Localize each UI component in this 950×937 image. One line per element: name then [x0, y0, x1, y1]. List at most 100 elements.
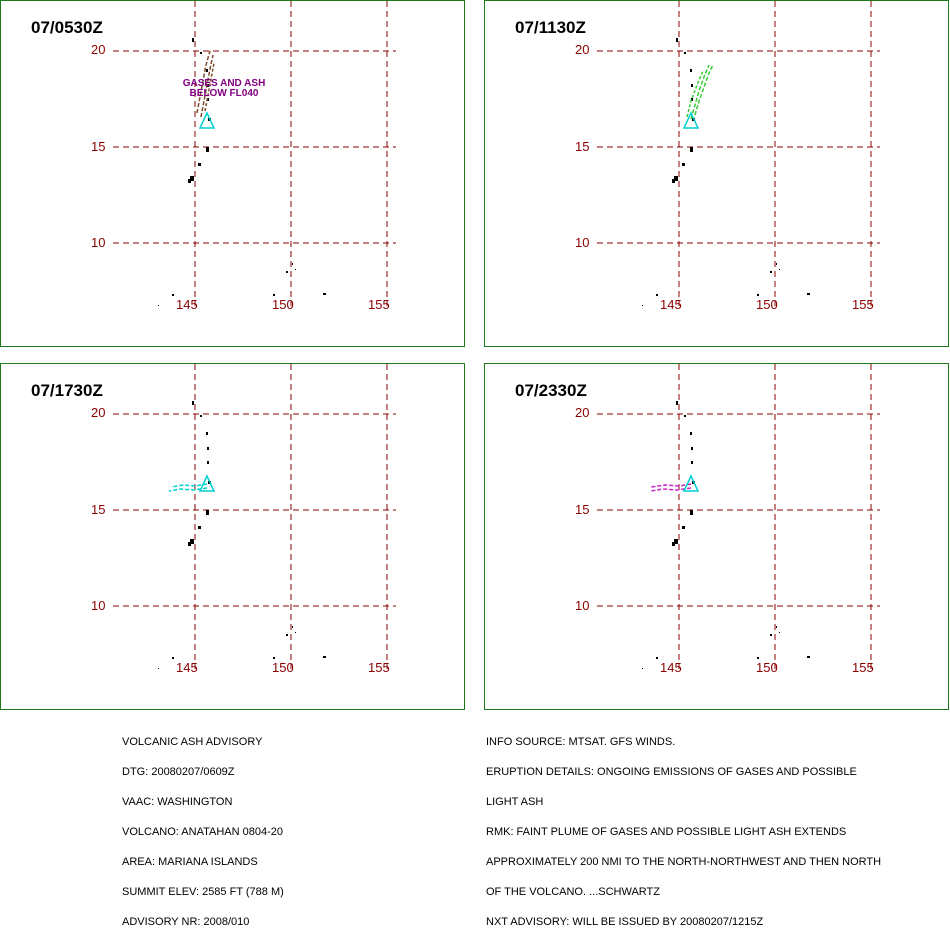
- island: [190, 176, 194, 181]
- island: [292, 626, 293, 628]
- map-panel-2330z: 07/2330Z 20 15 10 145 150 155: [484, 363, 949, 710]
- island: [207, 447, 209, 450]
- map-panel-1130z: 07/1130Z 20 15 10 145 150 155: [484, 0, 949, 347]
- island: [776, 626, 777, 628]
- island: [323, 656, 326, 658]
- map-canvas: [597, 364, 880, 669]
- annotation-line-2: BELOW FL040: [189, 88, 259, 99]
- lat-label-10: 10: [575, 235, 590, 250]
- island: [188, 179, 191, 183]
- island: [207, 98, 209, 101]
- island: [684, 52, 686, 54]
- advisory-line: RMK: FAINT PLUME OF GASES AND POSSIBLE L…: [486, 826, 847, 838]
- lon-label-150: 150: [756, 297, 778, 312]
- lon-label-150: 150: [272, 297, 294, 312]
- islands: [642, 38, 810, 306]
- lon-label-150: 150: [756, 660, 778, 675]
- lon-label-155: 155: [368, 660, 390, 675]
- ash-plume-green: [686, 64, 714, 120]
- plume-annotation: GASES AND ASH BELOW FL040: [169, 79, 279, 99]
- island: [207, 461, 209, 464]
- island: [200, 52, 202, 54]
- lat-label-10: 10: [91, 598, 106, 613]
- advisory-line: VOLCANIC ASH ADVISORY: [122, 736, 263, 748]
- island: [779, 632, 780, 633]
- island: [807, 656, 810, 658]
- island: [206, 510, 209, 515]
- island: [684, 415, 686, 417]
- island: [295, 269, 296, 270]
- advisory-line: VOLCANO: ANATAHAN 0804-20: [122, 826, 283, 838]
- island: [691, 461, 693, 464]
- advisory-line: DTG: 20080207/0609Z: [122, 766, 235, 778]
- volcano-marker: [682, 111, 700, 129]
- panel-title: 07/2330Z: [515, 381, 587, 400]
- island: [190, 539, 194, 544]
- island: [690, 432, 692, 435]
- island: [192, 401, 194, 405]
- island: [672, 542, 675, 546]
- map-canvas: [597, 1, 880, 306]
- lat-label-20: 20: [91, 405, 106, 420]
- island: [690, 69, 692, 72]
- advisory-line: INFO SOURCE: MTSAT. GFS WINDS.: [486, 736, 676, 748]
- island: [676, 38, 678, 42]
- islands: [158, 401, 326, 669]
- lat-label-10: 10: [91, 235, 106, 250]
- advisory-details-block: INFO SOURCE: MTSAT. GFS WINDS. ERUPTION …: [486, 717, 881, 937]
- lon-label-155: 155: [852, 297, 874, 312]
- map-canvas: [113, 364, 396, 669]
- island: [642, 668, 643, 669]
- volcano-marker: [682, 474, 700, 492]
- island: [188, 542, 191, 546]
- island: [691, 98, 693, 101]
- island: [207, 84, 209, 87]
- island: [158, 668, 159, 669]
- panel-title: 07/1730Z: [31, 381, 103, 400]
- ash-plume-magenta: [650, 483, 692, 492]
- lon-label-155: 155: [852, 660, 874, 675]
- island: [200, 415, 202, 417]
- island: [776, 263, 777, 265]
- island: [172, 657, 174, 659]
- islands: [158, 38, 326, 306]
- island: [807, 293, 810, 295]
- map-panel-0530z: 07/0530Z GASES AND ASH BELOW FL040 20 15…: [0, 0, 465, 347]
- map-panel-1730z: 07/1730Z 20 15 10 145 150 155: [0, 363, 465, 710]
- island: [682, 526, 685, 529]
- advisory-line: NXT ADVISORY: WILL BE ISSUED BY 20080207…: [486, 916, 764, 928]
- advisory-line: OF THE VOLCANO. ...SCHWARTZ: [486, 886, 660, 898]
- island: [642, 305, 643, 306]
- island: [198, 526, 201, 529]
- island: [206, 69, 208, 72]
- island: [172, 294, 174, 296]
- island: [286, 634, 288, 636]
- island: [206, 432, 208, 435]
- lat-label-15: 15: [91, 502, 106, 517]
- panel-title: 07/1130Z: [515, 18, 586, 37]
- island: [674, 176, 678, 181]
- island: [691, 447, 693, 450]
- annotation-line-1: GASES AND ASH: [182, 78, 266, 89]
- island: [656, 657, 658, 659]
- island: [273, 657, 275, 659]
- lat-label-10: 10: [575, 598, 590, 613]
- advisory-line: VAAC: WASHINGTON: [122, 796, 233, 808]
- grid-lines: [597, 1, 880, 306]
- island: [295, 632, 296, 633]
- islands: [642, 401, 810, 669]
- lon-label-155: 155: [368, 297, 390, 312]
- advisory-line: AREA: MARIANA ISLANDS: [122, 856, 258, 868]
- island: [757, 657, 759, 659]
- ash-plume-brown: [196, 50, 215, 118]
- island: [656, 294, 658, 296]
- island: [292, 263, 293, 265]
- lat-label-15: 15: [575, 502, 590, 517]
- lat-label-15: 15: [575, 139, 590, 154]
- island: [192, 38, 194, 42]
- lat-label-15: 15: [91, 139, 106, 154]
- island: [206, 147, 209, 152]
- advisory-line: ERUPTION DETAILS: ONGOING EMISSIONS OF G…: [486, 766, 857, 778]
- island: [770, 271, 772, 273]
- island: [757, 294, 759, 296]
